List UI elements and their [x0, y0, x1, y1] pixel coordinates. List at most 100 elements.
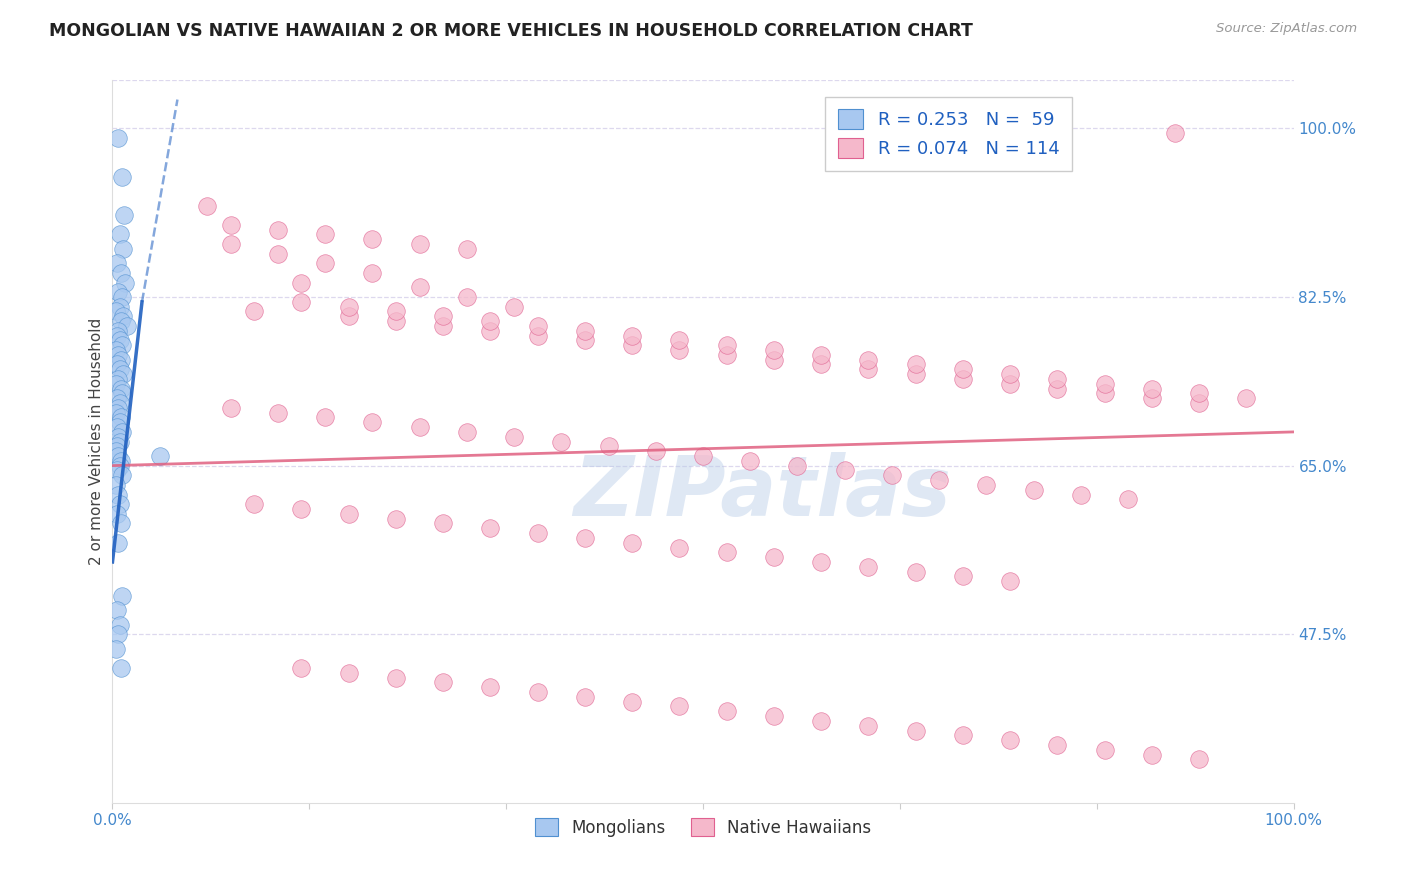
- Point: [998, 733, 1021, 747]
- Point: [114, 276, 136, 290]
- Point: [904, 358, 927, 372]
- Point: [952, 728, 974, 742]
- Point: [621, 695, 644, 709]
- Point: [432, 310, 454, 324]
- Point: [432, 516, 454, 531]
- Point: [111, 589, 134, 603]
- Point: [574, 690, 596, 704]
- Point: [904, 367, 927, 381]
- Point: [692, 449, 714, 463]
- Point: [526, 318, 548, 333]
- Point: [107, 131, 129, 145]
- Point: [108, 227, 131, 242]
- Legend: Mongolians, Native Hawaiians: Mongolians, Native Hawaiians: [526, 810, 880, 845]
- Point: [526, 685, 548, 699]
- Point: [952, 569, 974, 583]
- Point: [550, 434, 572, 449]
- Point: [762, 709, 785, 723]
- Point: [716, 545, 738, 559]
- Point: [385, 314, 408, 328]
- Point: [385, 671, 408, 685]
- Point: [105, 376, 128, 391]
- Point: [762, 352, 785, 367]
- Point: [108, 497, 131, 511]
- Point: [361, 266, 384, 280]
- Point: [112, 310, 135, 324]
- Point: [998, 367, 1021, 381]
- Point: [105, 256, 128, 270]
- Point: [267, 246, 290, 260]
- Point: [644, 444, 666, 458]
- Point: [110, 454, 132, 468]
- Point: [858, 362, 880, 376]
- Point: [110, 266, 132, 280]
- Point: [107, 487, 129, 501]
- Point: [290, 276, 312, 290]
- Point: [105, 641, 128, 656]
- Point: [1140, 391, 1163, 405]
- Point: [574, 531, 596, 545]
- Point: [314, 227, 336, 242]
- Point: [337, 310, 360, 324]
- Point: [716, 704, 738, 718]
- Point: [574, 324, 596, 338]
- Text: MONGOLIAN VS NATIVE HAWAIIAN 2 OR MORE VEHICLES IN HOUSEHOLD CORRELATION CHART: MONGOLIAN VS NATIVE HAWAIIAN 2 OR MORE V…: [49, 22, 973, 40]
- Text: Source: ZipAtlas.com: Source: ZipAtlas.com: [1216, 22, 1357, 36]
- Point: [904, 723, 927, 738]
- Point: [598, 439, 620, 453]
- Point: [998, 376, 1021, 391]
- Point: [479, 324, 502, 338]
- Point: [858, 352, 880, 367]
- Point: [503, 300, 526, 314]
- Point: [716, 348, 738, 362]
- Point: [432, 318, 454, 333]
- Point: [1046, 738, 1069, 752]
- Point: [385, 304, 408, 318]
- Point: [111, 386, 134, 401]
- Point: [108, 334, 131, 348]
- Point: [1140, 747, 1163, 762]
- Point: [361, 232, 384, 246]
- Point: [456, 290, 478, 304]
- Point: [526, 328, 548, 343]
- Point: [786, 458, 808, 473]
- Point: [574, 334, 596, 348]
- Point: [267, 222, 290, 236]
- Point: [1046, 382, 1069, 396]
- Point: [503, 430, 526, 444]
- Point: [337, 507, 360, 521]
- Point: [110, 352, 132, 367]
- Point: [105, 463, 128, 477]
- Point: [1116, 492, 1139, 507]
- Point: [108, 617, 131, 632]
- Point: [107, 430, 129, 444]
- Point: [526, 526, 548, 541]
- Point: [111, 169, 134, 184]
- Point: [115, 318, 138, 333]
- Point: [110, 314, 132, 328]
- Point: [149, 449, 172, 463]
- Point: [1022, 483, 1045, 497]
- Point: [314, 410, 336, 425]
- Point: [928, 473, 950, 487]
- Point: [105, 444, 128, 458]
- Point: [810, 555, 832, 569]
- Point: [219, 218, 242, 232]
- Point: [219, 237, 242, 252]
- Point: [112, 242, 135, 256]
- Point: [105, 343, 128, 357]
- Point: [456, 425, 478, 439]
- Point: [1188, 386, 1211, 401]
- Point: [107, 449, 129, 463]
- Point: [408, 420, 430, 434]
- Point: [668, 334, 690, 348]
- Point: [408, 237, 430, 252]
- Point: [668, 699, 690, 714]
- Point: [290, 661, 312, 675]
- Point: [1094, 386, 1116, 401]
- Point: [762, 343, 785, 357]
- Point: [432, 675, 454, 690]
- Point: [621, 535, 644, 549]
- Point: [112, 367, 135, 381]
- Point: [337, 665, 360, 680]
